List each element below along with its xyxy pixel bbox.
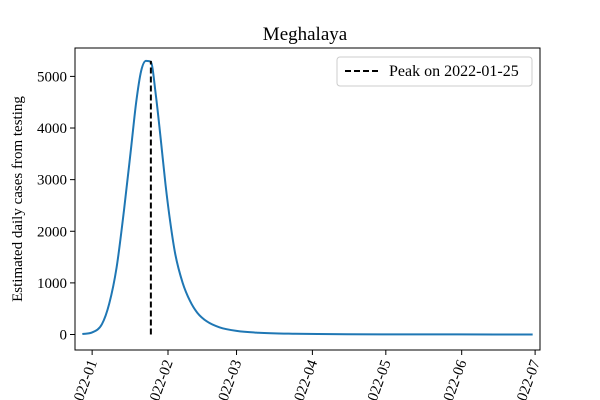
series-layer	[82, 59, 533, 336]
plot-area	[74, 47, 541, 351]
legend: Peak on 2022-01-25	[336, 56, 533, 87]
y-axis-label: Estimated daily cases from testing	[10, 96, 26, 302]
y-axis: 0 1000 2000 3000 4000 5000	[37, 69, 75, 344]
y-tick-label: 0	[60, 328, 68, 344]
x-tick-label: 2022-02	[145, 358, 177, 400]
y-tick-label: 1000	[37, 276, 67, 292]
x-axis: 2022-01 2022-02 2022-03 2022-04 2022-05 2022-…	[69, 350, 544, 400]
x-tick-label: 2022-06	[438, 357, 470, 400]
x-tick-label: 2022-03	[213, 358, 245, 400]
chart-title: Meghalaya	[263, 24, 348, 45]
legend-label-peak: Peak on 2022-01-25	[389, 63, 519, 80]
y-tick-label: 2000	[37, 224, 67, 240]
x-tick-label: 2022-01	[69, 358, 101, 400]
series-line	[82, 59, 533, 336]
legend-box	[336, 56, 533, 87]
y-tick-label: 4000	[37, 121, 67, 137]
y-tick-label: 3000	[37, 173, 67, 189]
x-tick-label: 2022-04	[289, 357, 321, 400]
x-tick-label: 2022-07	[512, 357, 544, 400]
y-tick-label: 5000	[37, 69, 67, 85]
x-tick-label: 2022-05	[362, 358, 394, 400]
